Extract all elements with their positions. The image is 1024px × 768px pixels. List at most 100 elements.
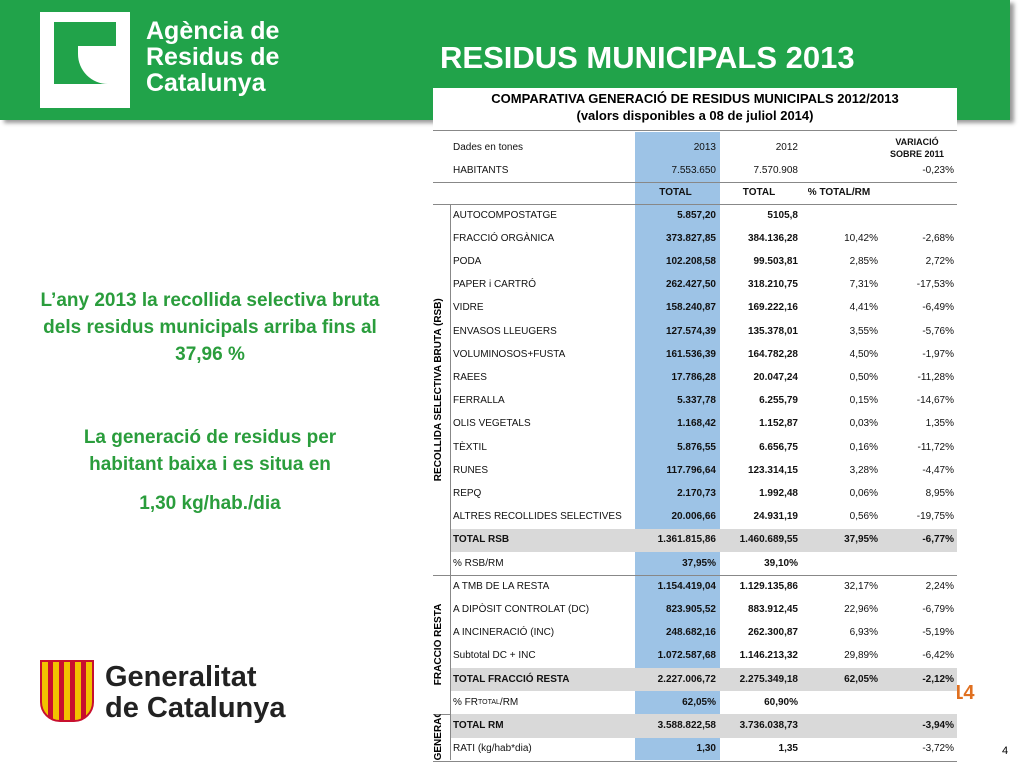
cell: -19,75%: [916, 511, 954, 523]
cell: % TOTAL/RM: [807, 187, 871, 198]
table-title: COMPARATIVA GENERACIÓ DE RESIDUS MUNICIP…: [491, 91, 899, 106]
cell: ENVASOS LLEUGERS: [453, 325, 557, 337]
cell: 60,90%: [764, 696, 798, 708]
org-name: Generalitat de Catalunya: [105, 662, 286, 724]
cell: A TMB DE LA RESTA: [453, 580, 550, 592]
cell: 0,03%: [849, 418, 878, 430]
cell: RUNES: [453, 464, 489, 476]
cell: 0,56%: [849, 511, 878, 523]
logo-mark: [40, 12, 130, 108]
cell: 102.208,58: [665, 255, 716, 267]
cell: -6,42%: [922, 650, 954, 662]
group-label: RECOLLIDA SELECTIVA BRUTA (RSB): [433, 298, 444, 482]
page-number: 4: [1002, 745, 1009, 757]
total-row-bg: [450, 714, 957, 738]
cell: 8,95%: [925, 487, 954, 499]
cell: 2,24%: [925, 580, 954, 592]
cell: % RSB/RM: [453, 557, 504, 569]
cell: -5,19%: [922, 627, 954, 639]
cell: 5105,8: [767, 209, 798, 221]
cell: 0,16%: [849, 441, 878, 453]
cell: -2,12%: [922, 673, 954, 685]
cell: 99.503,81: [753, 255, 799, 267]
rule: [433, 760, 957, 762]
cell: REPQ: [453, 487, 482, 499]
cell: 384.136,28: [747, 232, 798, 244]
cell: 823.905,52: [665, 603, 716, 615]
cell: FERRALLA: [453, 395, 505, 407]
cell: -14,67%: [916, 395, 954, 407]
cell: 123.314,15: [747, 464, 798, 476]
group-label: GENERACIÓ: [433, 714, 444, 761]
cell: TOTAL RSB: [453, 534, 510, 546]
cell: 2,72%: [925, 255, 954, 267]
cell: -11,28%: [917, 371, 954, 383]
cell: 1,35: [778, 743, 798, 755]
cell: 7,31%: [849, 279, 878, 291]
logo-dots: [40, 100, 132, 104]
cell: -17,53%: [916, 279, 954, 291]
cell: 0,06%: [849, 487, 878, 499]
cell: 3.736.038,73: [739, 719, 798, 731]
cell: 5.857,20: [677, 209, 716, 221]
cell: 135.378,01: [747, 325, 798, 337]
cell: 1.154.419,04: [657, 580, 716, 592]
cell: 37,95%: [682, 557, 716, 569]
cell-line: VARIACIÓ: [895, 137, 939, 147]
table: COMPARATIVA GENERACIÓ DE RESIDUS MUNICIP…: [433, 88, 957, 762]
paragraph: La generació de residus per habitant bai…: [83, 427, 337, 475]
cell: 2.170,73: [677, 487, 716, 499]
cell: 3.588.822,58: [657, 719, 716, 731]
cell: 4,50%: [849, 348, 878, 360]
cell: 10,42%: [844, 232, 878, 244]
cell: -5,76%: [922, 325, 954, 337]
org-line: Generalitat: [105, 661, 257, 693]
cell: RATI (kg/hab*dia): [453, 743, 532, 755]
cell: 24.931,19: [753, 511, 799, 523]
cell: 248.682,16: [665, 627, 716, 639]
cell: 2013: [693, 141, 716, 153]
cell: 1,30: [696, 743, 716, 755]
cell: 6.255,79: [759, 395, 798, 407]
cell: 62,05%: [844, 673, 878, 685]
cell: ALTRES RECOLLIDES SELECTIVES: [453, 511, 622, 523]
cell: 169.222,16: [747, 302, 798, 314]
cell: VARIACIÓ SOBRE 2011: [880, 135, 954, 160]
cell: PAPER i CARTRÓ: [453, 279, 536, 291]
cell: TOTAL FRACCIÓ RESTA: [453, 673, 570, 685]
cell: -2,68%: [922, 232, 954, 244]
paragraph: L’any 2013 la recollida selectiva bruta …: [40, 290, 380, 365]
cell: 3,28%: [849, 464, 878, 476]
cell: TÈXTIL: [453, 441, 487, 453]
cell: -6,79%: [922, 603, 954, 615]
cell: 158.240,87: [665, 302, 716, 314]
cell: Dades en tones: [453, 141, 524, 153]
cell: 1.992,48: [759, 487, 798, 499]
logo-line: Catalunya: [146, 69, 266, 97]
rule: [433, 575, 957, 577]
cell: 20.006,66: [671, 511, 717, 523]
cell: 4,41%: [849, 302, 878, 314]
cell: OLIS VEGETALS: [453, 418, 531, 430]
label-part: /RM: [499, 696, 519, 708]
cell: -6,49%: [922, 302, 954, 314]
cell: -0,23%: [922, 165, 954, 176]
cell: HABITANTS: [453, 165, 509, 176]
org-line: de Catalunya: [105, 692, 286, 724]
cell: 17.786,28: [671, 371, 717, 383]
cell: 0,50%: [849, 371, 878, 383]
group-label: FRACCIÓ RESTA: [433, 604, 444, 686]
cell: 39,10%: [764, 557, 798, 569]
cell: 2.275.349,18: [739, 673, 798, 685]
cell: A INCINERACIÓ (INC): [453, 627, 555, 639]
cell: TOTAL: [659, 187, 692, 198]
cell: 1.361.815,86: [657, 534, 716, 546]
cell: 117.796,64: [666, 464, 717, 476]
cell: 318.210,75: [747, 279, 798, 291]
cell: 22,96%: [844, 603, 878, 615]
cell: 161.536,39: [665, 348, 716, 360]
cell: 5.337,78: [677, 395, 716, 407]
cell: -4,47%: [922, 464, 954, 476]
label-part: % FR: [453, 696, 478, 708]
